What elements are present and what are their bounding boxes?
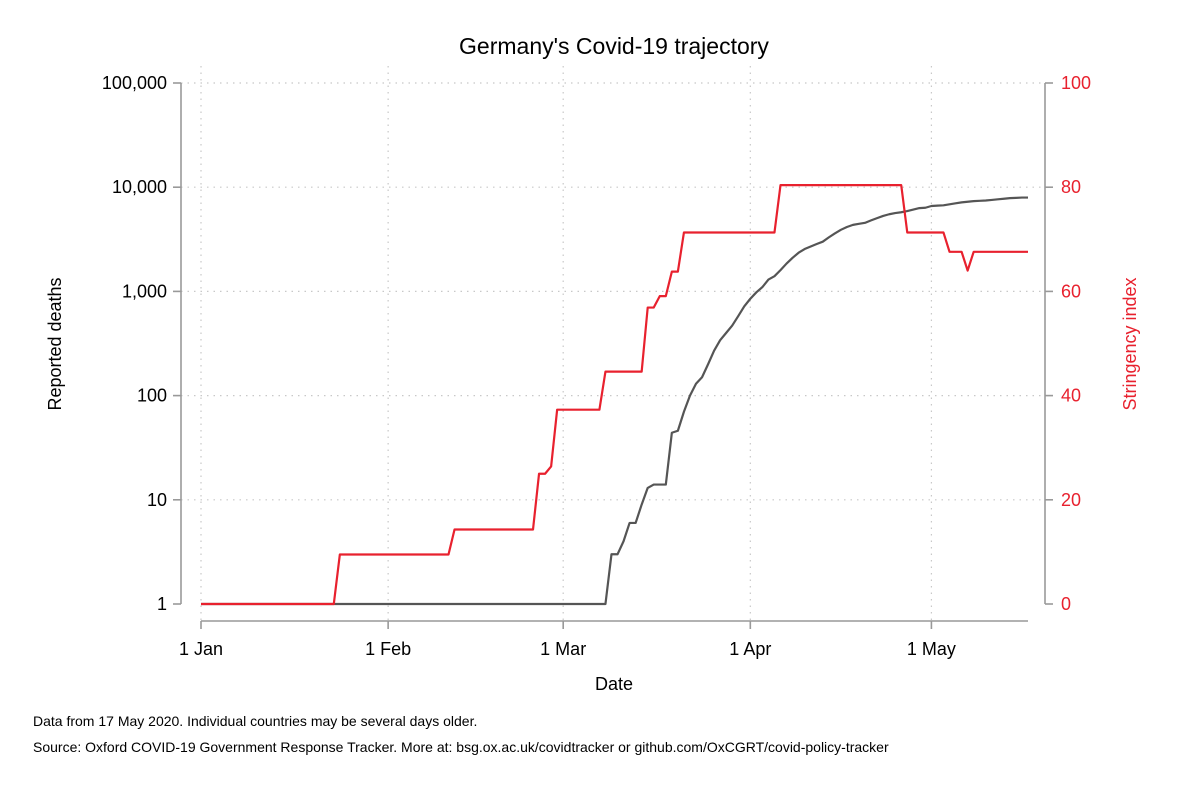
- x-tick-label: 1 Feb: [365, 639, 411, 659]
- left-axis-ticks: 1 10 100 1,000 10,000 100,000: [102, 73, 181, 614]
- x-tick-label: 1 Jan: [179, 639, 223, 659]
- left-tick-label: 100: [137, 386, 167, 406]
- right-tick-label: 60: [1061, 281, 1081, 301]
- axes: [180, 83, 1046, 622]
- left-tick-label: 1: [157, 594, 167, 614]
- left-tick-label: 1,000: [122, 281, 167, 301]
- right-axis-label: Stringency index: [1120, 277, 1140, 410]
- left-tick-label: 10: [147, 490, 167, 510]
- x-tick-label: 1 Apr: [729, 639, 771, 659]
- grid: [181, 66, 1045, 621]
- x-tick-label: 1 May: [907, 639, 956, 659]
- x-axis-ticks: 1 Jan 1 Feb 1 Mar 1 Apr 1 May: [179, 621, 956, 659]
- right-tick-label: 40: [1061, 386, 1081, 406]
- right-tick-label: 80: [1061, 177, 1081, 197]
- left-tick-label: 100,000: [102, 73, 167, 93]
- right-tick-label: 0: [1061, 594, 1071, 614]
- stringency-index-line: [201, 184, 1028, 606]
- series: [201, 184, 1028, 606]
- x-axis-label: Date: [595, 674, 633, 694]
- right-tick-label: 20: [1061, 490, 1081, 510]
- footnote-source: Source: Oxford COVID-19 Government Respo…: [33, 739, 889, 755]
- x-tick-label: 1 Mar: [540, 639, 586, 659]
- chart-title: Germany's Covid-19 trajectory: [459, 33, 769, 59]
- left-axis-label: Reported deaths: [45, 277, 65, 410]
- left-tick-label: 10,000: [112, 177, 167, 197]
- right-tick-label: 100: [1061, 73, 1091, 93]
- footnote-data-date: Data from 17 May 2020. Individual countr…: [33, 713, 477, 729]
- reported-deaths-line: [201, 196, 1028, 606]
- right-axis-ticks: 0 20 40 60 80 100: [1045, 73, 1091, 614]
